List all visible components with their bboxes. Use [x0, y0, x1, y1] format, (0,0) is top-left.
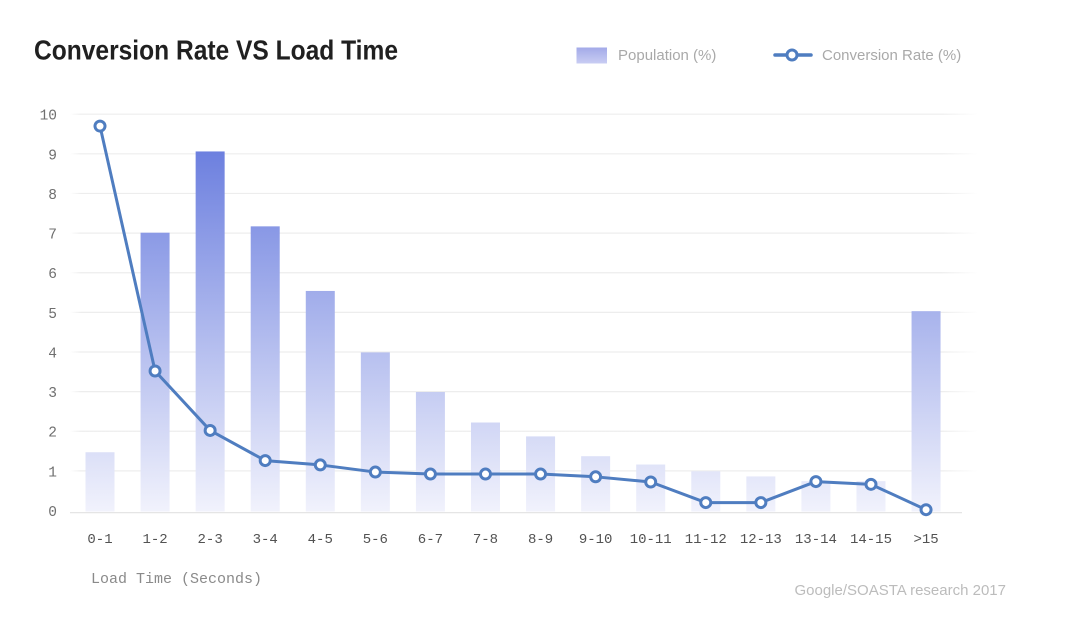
svg-text:9-10: 9-10: [579, 532, 613, 548]
svg-text:3: 3: [48, 386, 57, 402]
svg-text:>15: >15: [913, 532, 938, 548]
svg-text:Load Time (Seconds): Load Time (Seconds): [91, 571, 262, 588]
svg-text:10: 10: [40, 109, 57, 125]
svg-text:1-2: 1-2: [142, 532, 167, 548]
svg-text:4: 4: [48, 346, 57, 362]
svg-text:7: 7: [48, 228, 57, 244]
svg-text:Google/SOASTA research 2017: Google/SOASTA research 2017: [794, 582, 1006, 599]
svg-text:Conversion Rate VS Load Time: Conversion Rate VS Load Time: [34, 35, 398, 66]
svg-text:5: 5: [48, 307, 57, 323]
svg-text:Population (%): Population (%): [618, 47, 716, 64]
svg-text:2-3: 2-3: [198, 532, 223, 548]
svg-text:12-13: 12-13: [740, 532, 782, 548]
svg-text:13-14: 13-14: [795, 532, 837, 548]
svg-text:6-7: 6-7: [418, 532, 443, 548]
svg-text:0-1: 0-1: [87, 532, 112, 548]
svg-text:Conversion Rate (%): Conversion Rate (%): [822, 47, 961, 64]
svg-text:7-8: 7-8: [473, 532, 498, 548]
svg-text:0: 0: [48, 505, 57, 521]
svg-text:8: 8: [48, 188, 57, 204]
svg-text:14-15: 14-15: [850, 532, 892, 548]
svg-text:11-12: 11-12: [685, 532, 727, 548]
svg-text:8-9: 8-9: [528, 532, 553, 548]
svg-text:1: 1: [48, 465, 57, 481]
svg-text:10-11: 10-11: [630, 532, 672, 548]
svg-text:6: 6: [48, 267, 57, 283]
svg-text:3-4: 3-4: [253, 532, 278, 548]
svg-text:2: 2: [48, 426, 57, 442]
svg-text:5-6: 5-6: [363, 532, 388, 548]
svg-text:4-5: 4-5: [308, 532, 333, 548]
svg-text:9: 9: [48, 148, 57, 164]
